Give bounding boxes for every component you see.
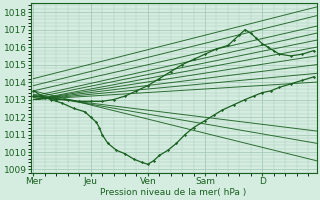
X-axis label: Pression niveau de la mer( hPa ): Pression niveau de la mer( hPa )	[100, 188, 247, 197]
